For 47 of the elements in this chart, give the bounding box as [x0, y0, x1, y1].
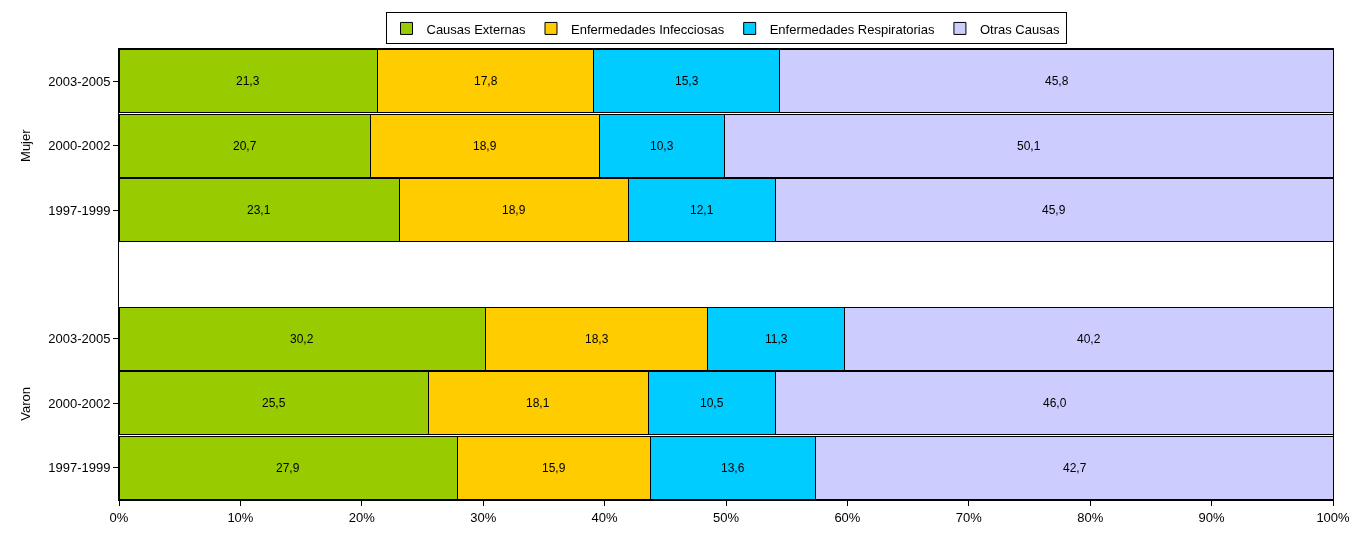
- data-label: 10,5: [700, 396, 724, 410]
- y-tick-label: 2003-2005: [48, 73, 111, 89]
- x-tick-label: 50%: [712, 509, 740, 525]
- data-label: 13,6: [721, 461, 745, 475]
- x-tick-label: 20%: [348, 509, 376, 525]
- text: Mujer: [17, 128, 33, 162]
- data-label: 30,2: [290, 332, 314, 346]
- data-label: 27,9: [276, 461, 300, 475]
- data-label: 10,3: [650, 139, 674, 153]
- legend-label: Enfermedades Infecciosas: [570, 21, 725, 37]
- data-label: 50,1: [1017, 139, 1041, 153]
- data-label: 20,7: [233, 139, 257, 153]
- data-label: 18,1: [526, 396, 550, 410]
- data-label: 17,8: [474, 74, 498, 88]
- x-tick-label: 100%: [1316, 509, 1351, 525]
- y-tick-label: 2000-2002: [48, 395, 111, 411]
- y-tick-label: 2003-2005: [48, 331, 111, 347]
- legend-label: Otras Causas: [979, 21, 1060, 37]
- x-tick-label: 0%: [109, 509, 129, 525]
- data-label: 18,9: [502, 203, 526, 217]
- x-tick-label: 90%: [1198, 509, 1226, 525]
- data-label: 40,2: [1077, 332, 1101, 346]
- legend-label: Enfermedades Respiratorias: [769, 21, 935, 37]
- x-tick-label: 80%: [1077, 509, 1104, 525]
- x-tick-label: 70%: [955, 509, 983, 525]
- data-label: 46,0: [1043, 396, 1067, 410]
- data-label: 15,9: [542, 461, 566, 475]
- legend-label: Causas Externas: [426, 21, 526, 37]
- y-tick-label: 2000-2002: [48, 138, 111, 154]
- data-label: 42,7: [1063, 461, 1087, 475]
- data-label: 11,3: [765, 332, 788, 346]
- text: Varon: [17, 386, 33, 421]
- y-tick-label: 1997-1999: [48, 202, 111, 218]
- data-label: 21,3: [236, 74, 260, 88]
- data-label: 45,8: [1045, 74, 1069, 88]
- x-tick-label: 30%: [470, 509, 497, 525]
- x-tick-label: 40%: [591, 509, 619, 525]
- data-label: 25,5: [262, 396, 286, 410]
- x-tick-label: 60%: [834, 509, 861, 525]
- y-tick-label: 1997-1999: [48, 460, 111, 476]
- data-label: 45,9: [1042, 203, 1066, 217]
- data-label: 18,3: [585, 332, 609, 346]
- data-label: 18,9: [473, 139, 497, 153]
- data-label: 15,3: [675, 74, 699, 88]
- data-label: 23,1: [247, 203, 271, 217]
- x-tick-label: 10%: [227, 509, 254, 525]
- data-label: 12,1: [690, 203, 714, 217]
